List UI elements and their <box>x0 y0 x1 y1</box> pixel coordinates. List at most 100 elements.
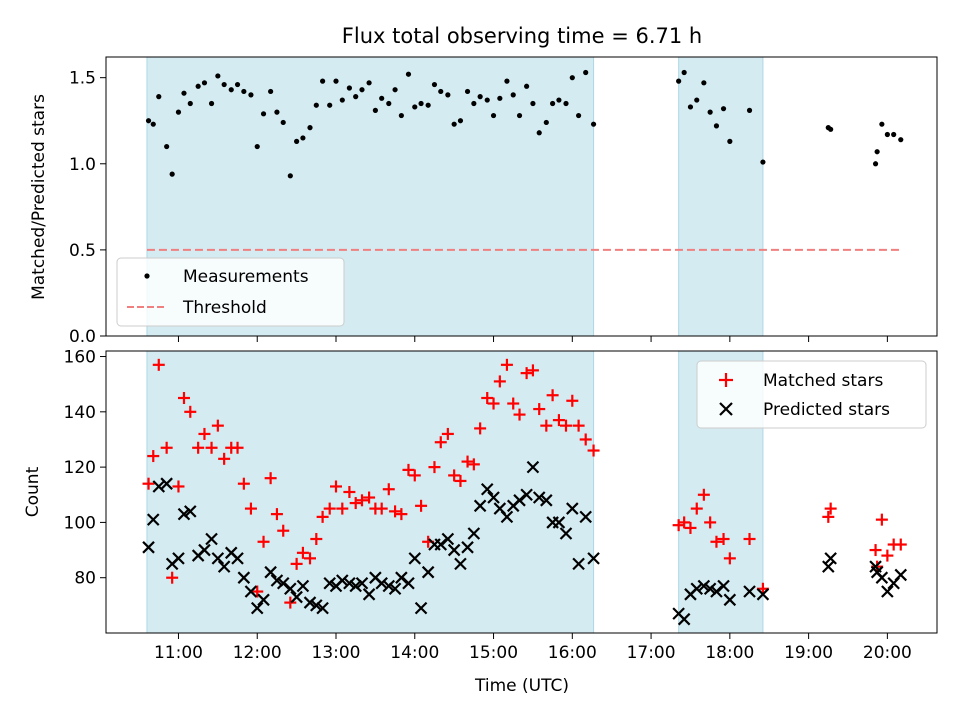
predicted-star-stroke <box>264 565 277 579</box>
matched-star-point <box>467 458 480 471</box>
predicted-star-point <box>467 527 481 540</box>
predicted-star-stroke <box>355 576 369 590</box>
predicted-star-point <box>362 588 376 601</box>
legend-measurements-marker <box>144 273 150 279</box>
measurement-point <box>884 131 890 138</box>
predicted-star-stroke <box>231 552 244 565</box>
matched-star-point <box>481 392 494 404</box>
predicted-star-point <box>250 601 264 615</box>
predicted-star-stroke <box>276 576 290 590</box>
predicted-star-point <box>395 571 408 584</box>
predicted-star-point <box>717 579 730 593</box>
x-tick-label: 17:00 <box>627 643 676 663</box>
predicted-star-stroke <box>237 571 251 584</box>
predicted-star-point <box>421 565 435 579</box>
predicted-star-stroke <box>177 507 191 521</box>
matched-star-point <box>672 519 685 532</box>
predicted-star-stroke <box>454 557 467 571</box>
matched-star-point <box>160 441 173 454</box>
matched-star-point <box>690 502 703 515</box>
top-y-axis-label: Matched/Predicted stars <box>29 94 49 300</box>
measurement-point <box>536 130 542 136</box>
measurement-point <box>590 121 597 127</box>
x-tick-label: 18:00 <box>705 643 754 663</box>
predicted-star-stroke <box>500 510 514 524</box>
x-tick-label: 11:00 <box>154 643 203 663</box>
predicted-star-stroke <box>323 576 336 590</box>
predicted-star-stroke <box>152 480 166 493</box>
predicted-star-point <box>402 576 415 590</box>
predicted-star-stroke <box>461 541 474 554</box>
matched-star-point <box>513 408 526 421</box>
matched-star-point <box>587 444 600 457</box>
chart-title: Flux total observing time = 6.71 h <box>342 24 702 48</box>
predicted-star-stroke <box>316 601 329 615</box>
predicted-star-point <box>552 516 566 529</box>
measurement-point <box>707 109 713 115</box>
matched-star-point <box>363 491 376 504</box>
predicted-star-point <box>323 576 336 590</box>
y-tick-label: 1.0 <box>69 155 96 175</box>
measurement-point <box>490 112 497 119</box>
predicted-star-point <box>217 560 231 573</box>
bottom-x-ticks: 11:00 12:00 13:00 14:00 15:00 16:00 17:00 18:00… <box>154 633 912 663</box>
measurement-point <box>676 78 682 84</box>
y-tick-label: 80 <box>74 569 96 589</box>
predicted-star-point <box>264 565 277 579</box>
matched-star-point <box>304 552 317 565</box>
measurement-point <box>274 109 280 115</box>
matched-star-point <box>474 422 487 435</box>
measurement-point <box>516 112 523 119</box>
y-tick-label: 120 <box>64 458 96 478</box>
predicted-star-stroke <box>160 477 173 490</box>
predicted-star-point <box>697 579 711 593</box>
predicted-star-stroke <box>743 585 756 598</box>
matched-star-point <box>192 441 205 454</box>
measurement-point <box>359 87 365 93</box>
matched-star-point <box>284 596 297 609</box>
measurement-point <box>333 78 339 84</box>
predicted-star-stroke <box>434 538 448 551</box>
predicted-star-stroke <box>559 527 573 540</box>
measurement-point <box>720 106 727 112</box>
matched-star-point <box>264 472 277 485</box>
predicted-star-stroke <box>250 601 264 615</box>
observing-interval-shading <box>146 350 764 634</box>
predicted-star-stroke <box>303 596 317 609</box>
predicted-star-point <box>296 579 310 593</box>
predicted-star-stroke <box>487 491 500 504</box>
predicted-star-stroke <box>395 571 408 584</box>
predicted-star-point <box>822 560 835 573</box>
legend-threshold-label: Threshold <box>182 298 267 318</box>
predicted-star-point <box>526 460 540 474</box>
measurement-point <box>405 71 412 77</box>
predicted-star-point <box>743 585 756 598</box>
matched-star-point <box>198 427 211 440</box>
measurement-point <box>195 83 201 89</box>
matched-star-point <box>375 502 388 515</box>
predicted-star-stroke <box>513 494 526 507</box>
predicted-star-point <box>211 552 225 565</box>
predicted-star-stroke <box>672 607 685 620</box>
matched-star-point <box>415 499 428 512</box>
y-tick-label: 140 <box>64 403 96 423</box>
measurement-point <box>438 88 444 95</box>
matched-star-point <box>382 483 395 496</box>
predicted-star-point <box>270 574 284 587</box>
predicted-star-stroke <box>881 585 894 598</box>
predicted-star-point <box>152 480 166 493</box>
matched-star-point <box>152 358 165 371</box>
predicted-star-point <box>382 579 396 593</box>
matched-star-point <box>448 469 461 482</box>
predicted-star-point <box>375 576 388 590</box>
predicted-star-stroke <box>421 565 435 579</box>
measurement-point <box>164 143 170 150</box>
matched-star-point <box>251 585 264 598</box>
predicted-star-point <box>244 585 258 598</box>
matched-star-point <box>349 497 362 510</box>
measurement-point <box>874 149 880 155</box>
matched-star-point <box>428 461 441 474</box>
matched-star-point <box>147 450 160 463</box>
predicted-star-point <box>703 582 717 596</box>
predicted-star-point <box>881 585 894 598</box>
